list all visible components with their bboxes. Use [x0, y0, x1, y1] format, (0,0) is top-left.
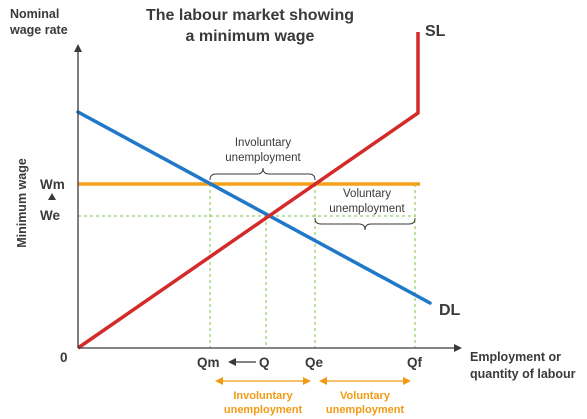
x-tick-qf: Qf [407, 355, 423, 370]
demand-curve [76, 110, 432, 305]
wage-up-arrow-icon [48, 193, 56, 200]
title-line-1: The labour market showing [146, 7, 354, 24]
x-axis-label-line-2: quantity of labour [470, 367, 576, 381]
y-axis-label-line-2: wage rate [9, 23, 68, 37]
x-tick-q: Q [259, 355, 270, 370]
bottom-voluntary-line-1: Voluntary [340, 390, 391, 402]
demand-label: DL [439, 302, 461, 319]
bottom-voluntary-line-2: unemployment [326, 404, 405, 416]
x-tick-qe: Qe [305, 355, 324, 370]
y-axis-label-line-1: Nominal [10, 7, 59, 21]
title-line-2: a minimum wage [186, 28, 315, 45]
involuntary-brace [209, 167, 316, 181]
voluntary-label-line-1: Voluntary [343, 188, 391, 200]
supply-curve [77, 32, 420, 350]
supply-label: SL [425, 23, 446, 40]
involuntary-label-line-1: Involuntary [235, 137, 292, 149]
involuntary-label-line-2: unemployment [225, 152, 301, 164]
y-side-label: Minimum wage [15, 158, 29, 248]
bottom-involuntary-line-1: Involuntary [233, 390, 293, 402]
y-tick-wm: Wm [40, 177, 65, 192]
x-axis-label-line-1: Employment or [470, 350, 561, 364]
voluntary-brace [314, 217, 416, 231]
origin-label: 0 [60, 350, 68, 365]
x-tick-qm: Qm [197, 355, 220, 370]
bottom-involuntary-line-2: unemployment [224, 404, 303, 416]
y-tick-we: We [40, 208, 60, 223]
guide-lines [78, 184, 416, 348]
voluntary-label-line-2: unemployment [329, 203, 405, 215]
